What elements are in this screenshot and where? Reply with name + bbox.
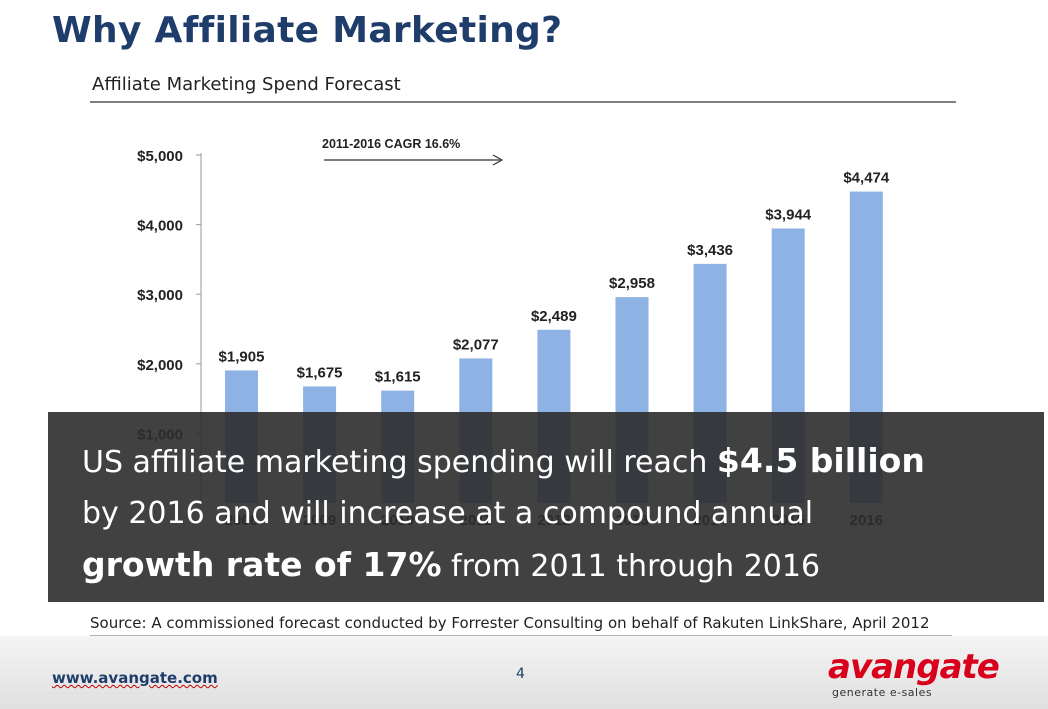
data-label-2008: $1,905 (219, 348, 265, 365)
y-axis: $1,000$2,000$3,000$4,000$5,000 (137, 148, 202, 503)
callout-line-3: growth rate of 17% from 2011 through 201… (82, 539, 1044, 592)
cagr-annotation: 2011-2016 CAGR 16.6% (322, 137, 460, 151)
y-tick-label: $2,000 (137, 357, 183, 374)
callout-highlight-amount: $4.5 billion (716, 441, 925, 480)
source-note: Source: A commissioned forecast conducte… (90, 614, 930, 632)
callout-line-3-text: from 2011 through 2016 (441, 549, 821, 584)
logo-wordmark: avangate (828, 647, 1000, 687)
page-number: 4 (516, 666, 525, 682)
data-label-2011: $2,077 (453, 336, 499, 353)
y-tick-label: $4,000 (137, 218, 183, 235)
data-labels: $1,905 $1,675 $1,615 $2,077 $2,489 $2,958 $3,4… (219, 170, 890, 386)
data-label-2010: $1,615 (375, 369, 421, 386)
data-label-2014: $3,436 (687, 242, 733, 259)
slide-title: Why Affiliate Marketing? (52, 10, 563, 51)
callout-line-2: by 2016 and will increase at a compound … (82, 496, 814, 531)
source-divider (90, 635, 952, 636)
callout-overlay: US affiliate marketing spending will rea… (48, 412, 1044, 602)
cagr-annotation-group: 2011-2016 CAGR 16.6% (322, 137, 504, 166)
footer: www.avangate.com 4 avangate generate e-s… (0, 636, 1048, 709)
chart-title-divider (90, 101, 956, 103)
data-label-2012: $2,489 (531, 308, 577, 325)
data-label-2013: $2,958 (609, 275, 655, 292)
data-label-2009: $1,675 (297, 364, 343, 381)
y-tick-label: $3,000 (137, 287, 183, 304)
cagr-arrow-head-icon (492, 154, 504, 166)
chart-title: Affiliate Marketing Spend Forecast (92, 74, 401, 95)
y-tick-label: $5,000 (137, 148, 183, 165)
data-label-2016: $4,474 (843, 170, 890, 187)
callout-line-1-text: US affiliate marketing spending will rea… (82, 445, 717, 480)
callout-highlight-growth: growth rate of 17% (82, 545, 442, 584)
avangate-logo: avangate generate e-sales (828, 650, 1018, 700)
website-link[interactable]: www.avangate.com (52, 669, 218, 687)
callout-line-1: US affiliate marketing spending will rea… (82, 435, 1044, 488)
data-label-2015: $3,944 (765, 206, 812, 223)
logo-tagline: generate e-sales (832, 686, 933, 699)
